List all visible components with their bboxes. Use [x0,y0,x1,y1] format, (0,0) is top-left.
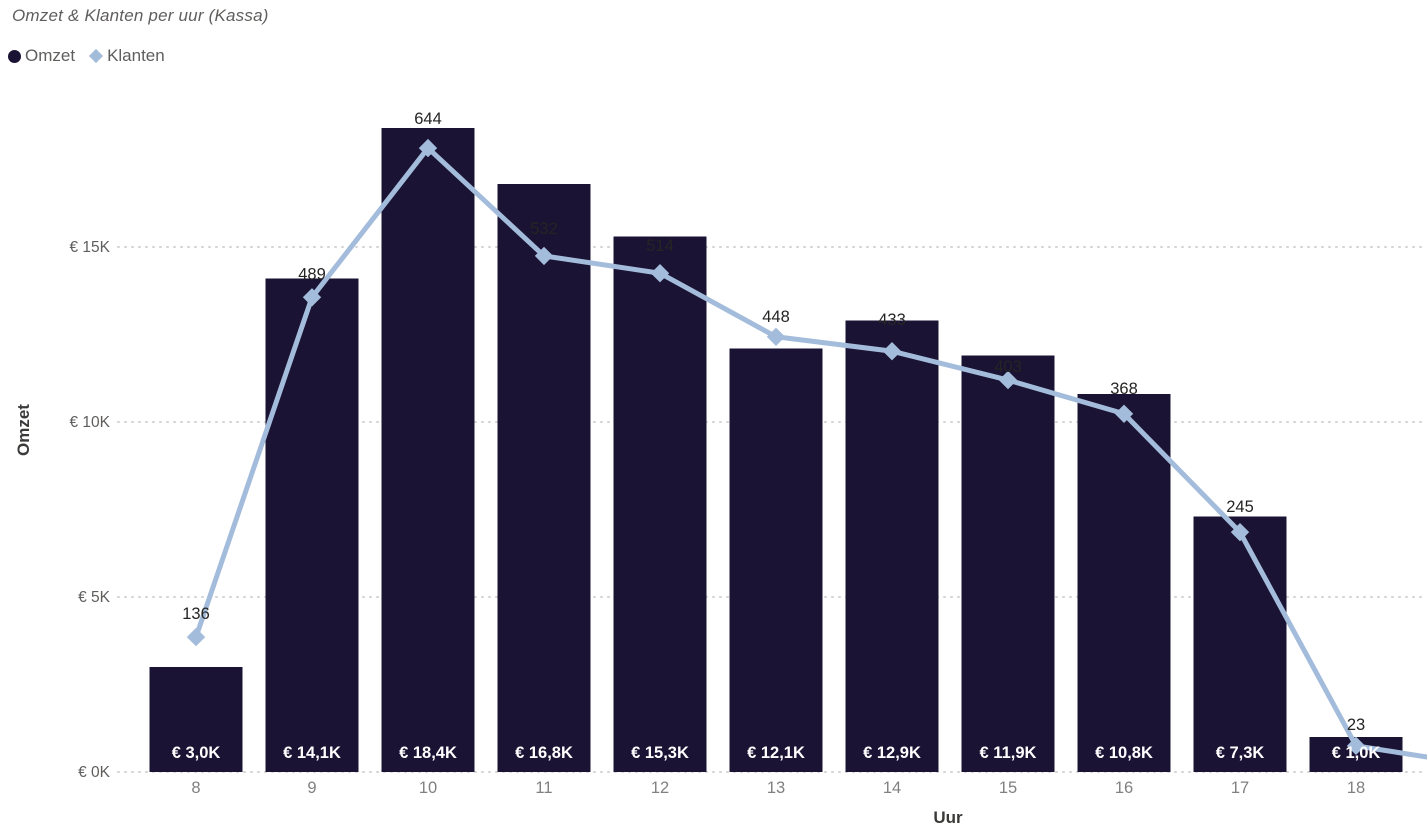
chart-title: Omzet & Klanten per uur (Kassa) [12,6,269,25]
x-axis-tick-label: 9 [307,779,316,797]
x-axis-tick-label: 17 [1231,779,1249,797]
bar-label-omzet: € 16,8K [515,744,573,762]
x-axis-tick-label: 14 [883,779,901,797]
x-axis-title: Uur [933,808,963,827]
bar-label-omzet: € 15,3K [631,744,689,762]
point-label-klanten: 368 [1110,380,1138,398]
x-axis-tick-label: 10 [419,779,437,797]
bar-label-omzet: € 14,1K [283,744,341,762]
bar-label-omzet: € 1,0K [1332,744,1381,762]
point-klanten-16[interactable] [1114,404,1134,423]
x-axis-tick-label: 18 [1347,779,1365,797]
point-label-klanten: 644 [414,110,442,128]
x-axis-tick-label: 8 [191,779,200,797]
point-klanten-13[interactable] [766,327,786,346]
x-axis-tick-label: 11 [535,779,552,797]
bar-omzet-13[interactable] [729,348,823,773]
bar-omzet-8[interactable] [149,667,243,772]
y-axis-tick-label: € 15K [69,239,110,256]
bar-omzet-10[interactable] [381,128,475,772]
point-label-klanten: 245 [1226,498,1254,516]
bar-label-omzet: € 18,4K [399,744,457,762]
point-label-klanten: 433 [878,311,906,329]
point-label-klanten: 448 [762,308,790,326]
legend: Omzet Klanten [8,46,165,66]
x-axis-tick-label: 15 [999,779,1017,797]
point-label-klanten: 514 [646,237,674,255]
point-label-klanten: 532 [530,220,558,238]
point-label-klanten: 403 [994,358,1022,376]
y-axis-tick-label: € 10K [69,414,110,431]
point-klanten-17[interactable] [1230,522,1250,542]
point-klanten-8[interactable] [186,627,206,647]
point-klanten-14[interactable] [882,342,902,361]
bar-label-omzet: € 7,3K [1216,744,1265,762]
bar-label-omzet: € 11,9K [980,744,1037,762]
legend-label-klanten: Klanten [107,46,165,65]
bar-omzet-17[interactable] [1193,516,1287,773]
x-axis-tick-label: 13 [767,779,785,797]
y-axis-tick-label: € 5K [78,589,111,606]
x-axis-tick-label: 12 [651,779,669,797]
bar-omzet-16[interactable] [1077,394,1171,772]
bar-label-omzet: € 12,9K [863,744,921,762]
point-label-klanten: 489 [298,265,326,283]
bar-omzet-15[interactable] [961,355,1055,773]
point-klanten-10[interactable] [418,138,438,158]
bar-omzet-12[interactable] [613,236,707,773]
circle-icon [8,49,21,63]
point-label-klanten: 23 [1347,716,1365,734]
bar-omzet-14[interactable] [845,320,939,773]
point-klanten-15[interactable] [998,370,1018,390]
line-klanten [193,145,1427,760]
point-label-klanten: 136 [182,605,210,623]
bar-omzet-11[interactable] [497,184,591,772]
legend-label-omzet: Omzet [25,46,76,65]
bar-label-omzet: € 12,1K [747,744,805,762]
y-axis-tick-label: € 0K [78,764,111,781]
point-klanten-9[interactable] [302,288,322,307]
legend-item-omzet[interactable]: Omzet [8,46,75,66]
point-klanten-18[interactable] [1346,736,1366,756]
point-klanten-12[interactable] [650,264,670,283]
bar-omzet-9[interactable] [265,278,359,773]
x-axis-tick-label: 16 [1115,779,1133,797]
legend-item-klanten[interactable]: Klanten [88,46,165,66]
bar-label-omzet: € 10,8K [1095,744,1153,762]
bar-label-omzet: € 3,0K [172,744,221,762]
